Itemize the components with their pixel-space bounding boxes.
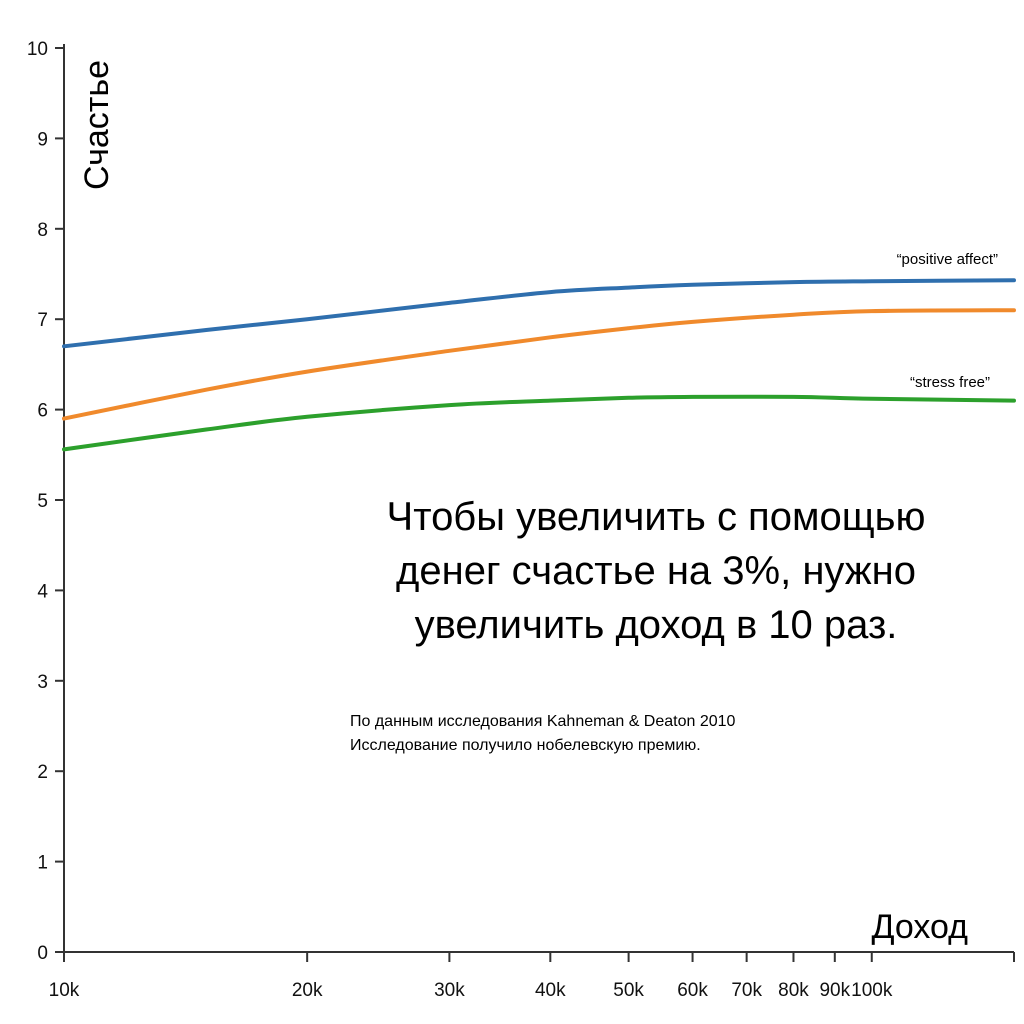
x-axis-title: Доход — [871, 908, 968, 946]
y-tick-label: 0 — [37, 943, 48, 964]
x-tick-label: 100k — [851, 980, 893, 1001]
axes — [63, 44, 1015, 962]
x-tick-label: 30k — [434, 980, 465, 1001]
x-tick-label: 10k — [49, 980, 80, 1001]
series-label-stress-free: “stress free” — [910, 374, 990, 391]
source-note-line-1: По данным исследования Kahneman & Deaton… — [350, 713, 736, 730]
y-tick-label: 3 — [37, 672, 48, 693]
x-tick-label: 40k — [535, 980, 566, 1001]
series-line-positive-affect — [62, 278, 1016, 349]
x-tick-label: 90k — [819, 980, 850, 1001]
y-tick-label: 4 — [37, 581, 48, 602]
series-line-stress-free — [62, 394, 1016, 452]
x-tick-label: 20k — [292, 980, 323, 1001]
x-tick-label: 60k — [677, 980, 708, 1001]
y-axis-title: Счастье — [78, 60, 116, 190]
series-label-positive-affect: “positive affect” — [897, 251, 998, 268]
y-tick-label: 6 — [37, 401, 48, 422]
source-note-line-2: Исследование получило нобелевскую премию… — [350, 737, 701, 754]
y-tick-label: 2 — [37, 762, 48, 783]
y-tick-label: 8 — [37, 220, 48, 241]
ticks: 0 1 2 3 4 5 6 7 8 9 10 10k 20k 30k 40k 50k 60k 70k 80k 90k 1… — [27, 39, 893, 1001]
series-lines — [62, 278, 1016, 452]
y-tick-label: 7 — [37, 310, 48, 331]
headline-line-3: увеличить доход в 10 раз. — [415, 603, 898, 647]
x-tick-label: 50k — [613, 980, 644, 1001]
headline: Чтобы увеличить с помощью денег счастье … — [387, 495, 926, 647]
y-tick-label: 10 — [27, 39, 48, 60]
y-tick-label: 1 — [37, 853, 48, 874]
x-tick-label: 70k — [731, 980, 762, 1001]
series-line-middle — [62, 308, 1016, 421]
y-tick-label: 5 — [37, 491, 48, 512]
y-tick-label: 9 — [37, 129, 48, 150]
headline-line-2: денег счастье на 3%, нужно — [396, 549, 916, 593]
headline-line-1: Чтобы увеличить с помощью — [387, 495, 926, 539]
source-note: По данным исследования Kahneman & Deaton… — [350, 713, 736, 754]
x-tick-label: 80k — [778, 980, 809, 1001]
